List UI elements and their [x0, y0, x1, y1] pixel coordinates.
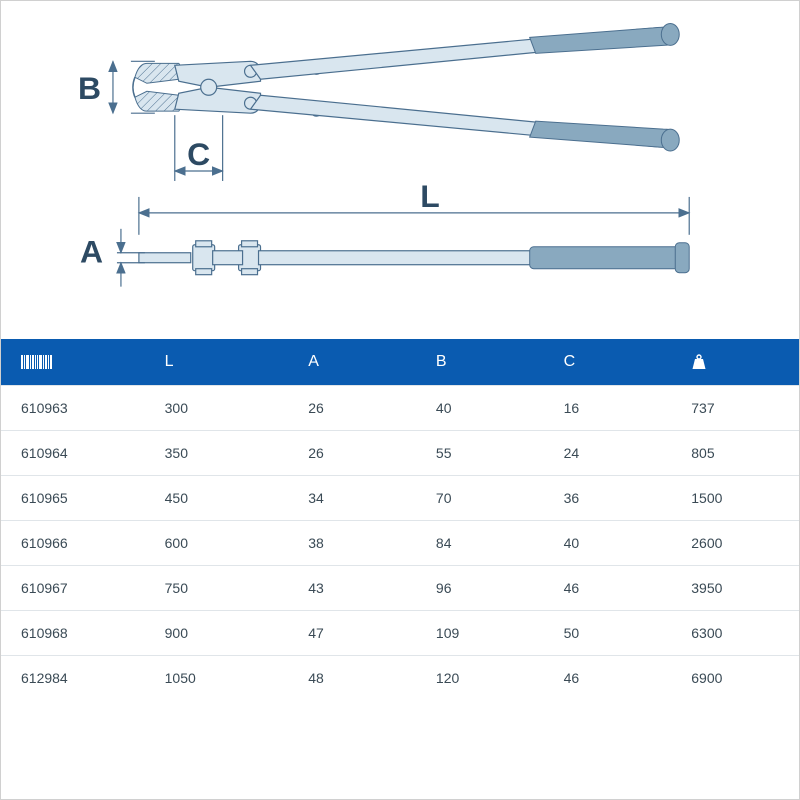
weight-icon	[691, 353, 707, 370]
cell-code: 610963	[1, 386, 145, 431]
col-C: C	[544, 339, 672, 386]
cell-weight: 2600	[671, 521, 799, 566]
cell-weight: 6300	[671, 611, 799, 656]
cell-L: 300	[145, 386, 289, 431]
label-l: L	[420, 178, 439, 214]
cell-A: 34	[288, 476, 416, 521]
col-B: B	[416, 339, 544, 386]
dimension-c: C	[175, 115, 223, 181]
dimension-l: L	[139, 178, 689, 235]
label-a: A	[80, 234, 103, 270]
cell-weight: 737	[671, 386, 799, 431]
cell-code: 610964	[1, 431, 145, 476]
table-row: 610964350265524805	[1, 431, 799, 476]
page: B C	[0, 0, 800, 800]
cell-code: 610967	[1, 566, 145, 611]
cell-L: 450	[145, 476, 289, 521]
cell-L: 350	[145, 431, 289, 476]
col-code	[1, 339, 145, 386]
label-c: C	[187, 136, 210, 172]
cell-B: 84	[416, 521, 544, 566]
cell-B: 120	[416, 656, 544, 701]
cell-L: 1050	[145, 656, 289, 701]
cell-C: 46	[544, 656, 672, 701]
cell-A: 26	[288, 431, 416, 476]
table-row: 61096890047109506300	[1, 611, 799, 656]
col-A: A	[288, 339, 416, 386]
cell-A: 48	[288, 656, 416, 701]
cell-weight: 3950	[671, 566, 799, 611]
cell-B: 55	[416, 431, 544, 476]
cell-weight: 1500	[671, 476, 799, 521]
table-row: 6109677504396463950	[1, 566, 799, 611]
cell-C: 36	[544, 476, 672, 521]
cell-B: 96	[416, 566, 544, 611]
technical-diagram: B C	[1, 1, 799, 331]
spec-table-head: LABC	[1, 339, 799, 386]
dimension-a: A	[80, 229, 145, 287]
cell-B: 109	[416, 611, 544, 656]
cell-weight: 6900	[671, 656, 799, 701]
cell-C: 50	[544, 611, 672, 656]
bolt-cutter-diagram: B C	[101, 21, 759, 321]
cell-C: 16	[544, 386, 672, 431]
label-b: B	[78, 70, 101, 106]
cell-L: 750	[145, 566, 289, 611]
cell-code: 610966	[1, 521, 145, 566]
cell-A: 43	[288, 566, 416, 611]
cell-code: 610968	[1, 611, 145, 656]
cell-L: 600	[145, 521, 289, 566]
barcode-icon	[21, 353, 53, 371]
cell-C: 46	[544, 566, 672, 611]
top-view	[133, 23, 679, 151]
cell-A: 38	[288, 521, 416, 566]
table-row: 6109654503470361500	[1, 476, 799, 521]
table-row: 610963300264016737	[1, 386, 799, 431]
cell-L: 900	[145, 611, 289, 656]
spec-table: LABC 61096330026401673761096435026552480…	[1, 339, 799, 700]
cell-A: 47	[288, 611, 416, 656]
side-view	[139, 241, 689, 275]
cell-code: 612984	[1, 656, 145, 701]
table-row: 6109666003884402600	[1, 521, 799, 566]
table-row: 612984105048120466900	[1, 656, 799, 701]
cell-B: 70	[416, 476, 544, 521]
cell-B: 40	[416, 386, 544, 431]
cell-A: 26	[288, 386, 416, 431]
cell-weight: 805	[671, 431, 799, 476]
cell-code: 610965	[1, 476, 145, 521]
cell-C: 24	[544, 431, 672, 476]
spec-table-body: 6109633002640167376109643502655248056109…	[1, 386, 799, 701]
cell-C: 40	[544, 521, 672, 566]
col-weight	[671, 339, 799, 386]
col-L: L	[145, 339, 289, 386]
